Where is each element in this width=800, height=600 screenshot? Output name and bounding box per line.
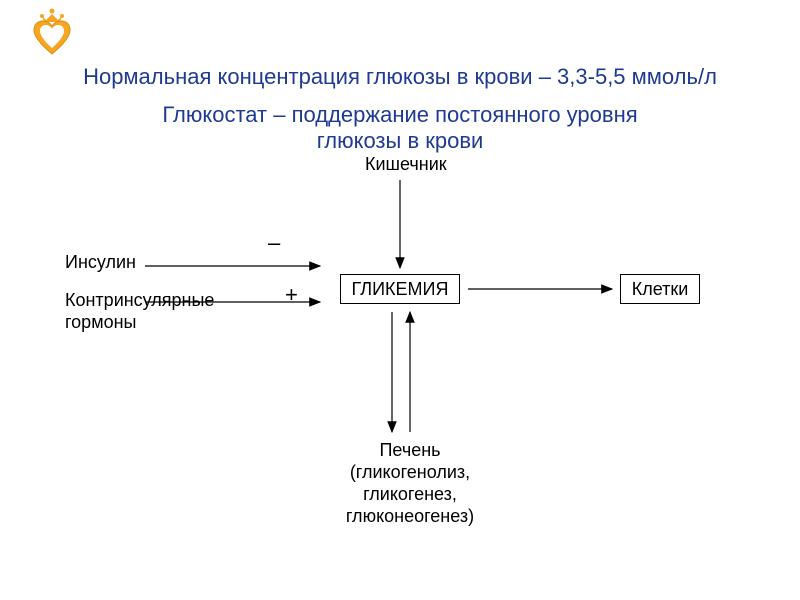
arrows-layer <box>0 0 800 600</box>
